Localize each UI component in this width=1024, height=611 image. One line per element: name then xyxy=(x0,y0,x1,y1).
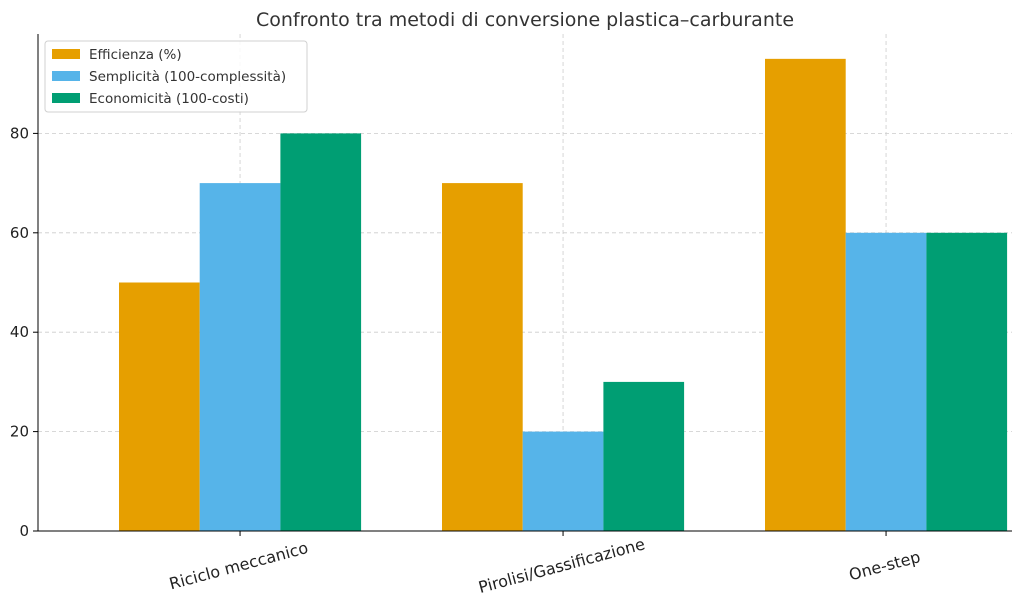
y-tick-label: 20 xyxy=(10,423,29,441)
bar xyxy=(603,381,685,531)
legend-label: Economicità (100-costi) xyxy=(89,91,249,107)
bar xyxy=(280,133,362,531)
legend-label: Efficienza (%) xyxy=(89,47,182,63)
bars xyxy=(119,58,1008,532)
y-tick-label: 60 xyxy=(10,224,29,242)
legend: Efficienza (%) Semplicità (100-complessit… xyxy=(44,40,308,113)
y-tick-label: 0 xyxy=(19,522,29,540)
y-axis-ticks: 0 20 40 60 80 xyxy=(10,124,38,540)
bar xyxy=(926,232,1008,532)
y-tick-label: 80 xyxy=(10,124,29,142)
bar xyxy=(845,232,927,532)
bar xyxy=(522,431,604,531)
bar xyxy=(199,183,281,531)
x-axis-ticks: Riciclo meccanico Pirolisi/Gassificazione… xyxy=(167,531,922,597)
legend-swatch xyxy=(52,71,80,81)
legend-swatch xyxy=(52,93,80,103)
y-tick-label: 40 xyxy=(10,323,29,341)
axes xyxy=(37,34,1012,532)
bar xyxy=(765,58,846,531)
bar xyxy=(442,183,523,531)
x-tick-label: Pirolisi/Gassificazione xyxy=(476,534,647,597)
chart-title: Confronto tra metodi di conversione plas… xyxy=(256,9,794,31)
x-tick-label: One-step xyxy=(847,547,922,584)
legend-label: Semplicità (100-complessità) xyxy=(89,69,286,85)
x-tick-label: Riciclo meccanico xyxy=(167,538,310,593)
legend-swatch xyxy=(52,49,80,59)
bar xyxy=(119,282,200,531)
legend-box xyxy=(44,40,308,113)
